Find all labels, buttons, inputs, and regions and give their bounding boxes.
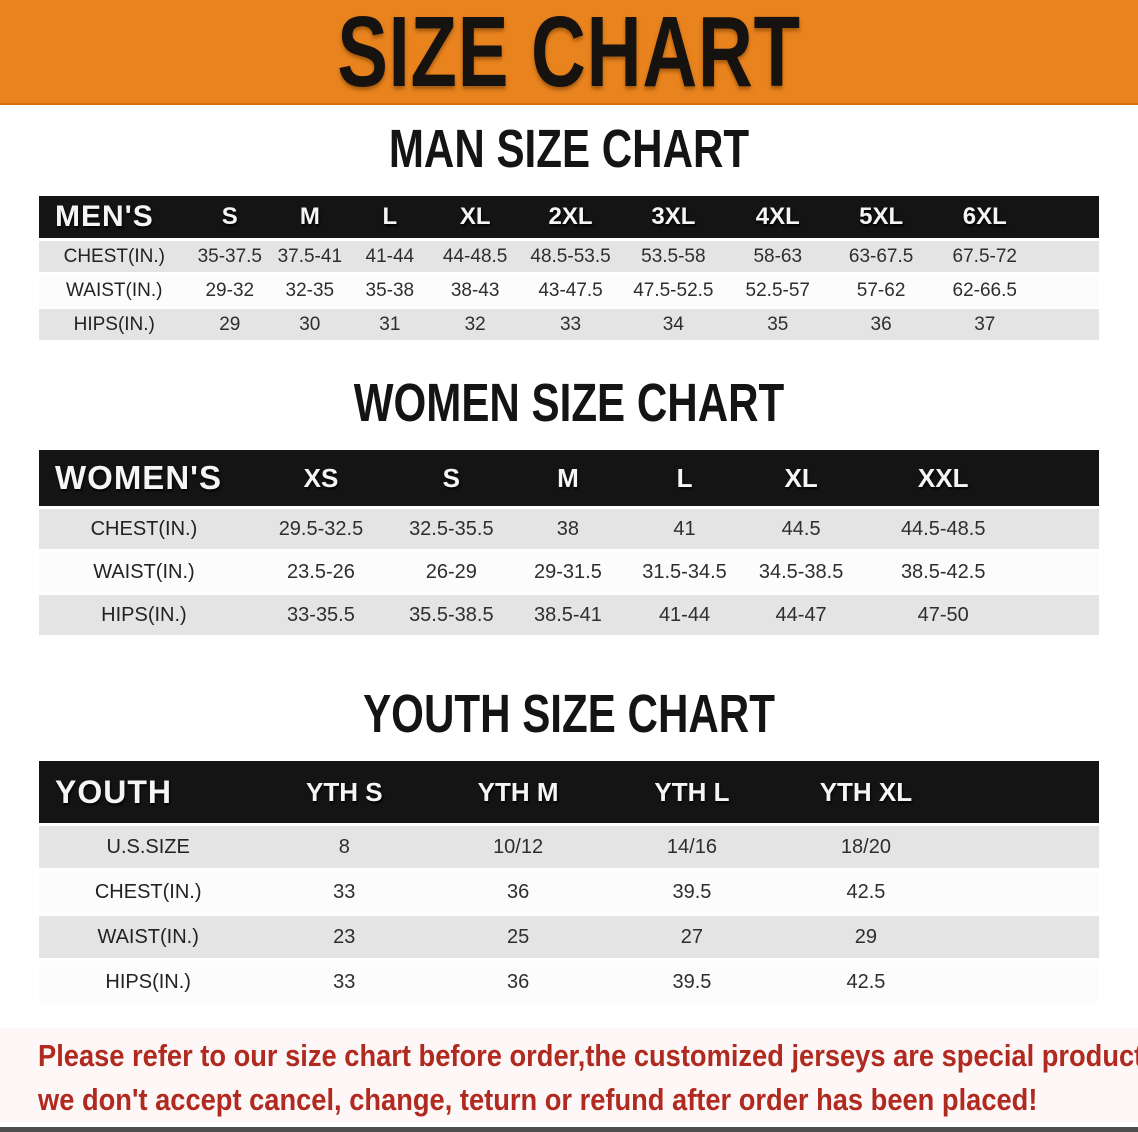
youth-size-col: YTH L xyxy=(654,776,730,807)
youth-size-col: YTH S xyxy=(305,776,383,807)
women-header-row: WOMEN'S XS S M L XL XXL xyxy=(39,450,1099,506)
women-size-col: S xyxy=(442,462,460,493)
men-size-col: 6XL xyxy=(962,203,1007,230)
men-size-col: XL xyxy=(459,203,491,230)
men-size-table: MEN'S S M L XL 2XL 3XL 4XL 5XL 6XL CHEST… xyxy=(39,193,1099,343)
youth-waist-row: WAIST(IN.) 23 25 27 29 xyxy=(39,916,1099,958)
youth-corner-label: YOUTH xyxy=(55,773,172,810)
men-size-col: 2XL xyxy=(548,203,593,230)
men-corner-label: MEN'S xyxy=(55,200,154,233)
women-size-col: XXL xyxy=(917,462,969,493)
women-corner-label: WOMEN'S xyxy=(55,459,223,496)
youth-section-title: YOUTH SIZE CHART xyxy=(363,684,775,744)
youth-size-table: YOUTH YTH S YTH M YTH L YTH XL U.S.SIZE … xyxy=(39,758,1099,1006)
man-size-chart-section: MAN SIZE CHART MEN'S S M L XL 2XL 3XL 4X… xyxy=(0,119,1138,343)
men-size-col: L xyxy=(382,203,398,230)
women-waist-row: WAIST(IN.) 23.5-26 26-29 29-31.5 31.5-34… xyxy=(39,552,1099,592)
men-header-row: MEN'S S M L XL 2XL 3XL 4XL 5XL 6XL xyxy=(39,196,1099,238)
youth-hips-row: HIPS(IN.) 33 36 39.5 42.5 xyxy=(39,961,1099,1003)
youth-size-col: YTH XL xyxy=(819,776,913,807)
men-size-col: 3XL xyxy=(651,203,696,230)
disclaimer-footer: Please refer to our size chart before or… xyxy=(0,1028,1138,1122)
women-size-table: WOMEN'S XS S M L XL XXL CHEST(IN.) 29.5-… xyxy=(39,447,1099,638)
bottom-divider xyxy=(0,1127,1138,1132)
men-size-col: 5XL xyxy=(859,203,904,230)
men-size-col: S xyxy=(221,203,238,230)
women-size-col: XL xyxy=(784,462,818,493)
youth-chest-row: CHEST(IN.) 33 36 39.5 42.5 xyxy=(39,871,1099,913)
men-size-col: M xyxy=(299,203,320,230)
men-chest-row: CHEST(IN.) 35-37.5 37.5-41 41-44 44-48.5… xyxy=(39,241,1099,272)
women-size-col: L xyxy=(676,462,693,493)
women-size-col: XS xyxy=(303,462,339,493)
men-waist-row: WAIST(IN.) 29-32 32-35 35-38 38-43 43-47… xyxy=(39,275,1099,306)
disclaimer-line-1: Please refer to our size chart before or… xyxy=(38,1038,1138,1073)
disclaimer-line-2: we don't accept cancel, change, teturn o… xyxy=(38,1082,1038,1117)
man-section-title: MAN SIZE CHART xyxy=(388,119,750,179)
women-section-title: WOMEN SIZE CHART xyxy=(353,373,785,433)
women-hips-row: HIPS(IN.) 33-35.5 35.5-38.5 38.5-41 41-4… xyxy=(39,595,1099,635)
banner-title: SIZE CHART xyxy=(337,0,801,108)
youth-size-col: YTH M xyxy=(477,776,559,807)
size-chart-banner: SIZE CHART xyxy=(0,0,1138,105)
men-hips-row: HIPS(IN.) 29 30 31 32 33 34 35 36 37 xyxy=(39,309,1099,340)
women-size-chart-section: WOMEN SIZE CHART WOMEN'S XS S M L XL XXL… xyxy=(0,373,1138,638)
women-size-col: M xyxy=(557,462,579,493)
youth-header-row: YOUTH YTH S YTH M YTH L YTH XL xyxy=(39,761,1099,823)
men-size-col: 4XL xyxy=(755,203,800,230)
women-chest-row: CHEST(IN.) 29.5-32.5 32.5-35.5 38 41 44.… xyxy=(39,509,1099,549)
youth-size-chart-section: YOUTH SIZE CHART YOUTH YTH S YTH M YTH L… xyxy=(0,684,1138,1006)
youth-ussize-row: U.S.SIZE 8 10/12 14/16 18/20 xyxy=(39,826,1099,868)
